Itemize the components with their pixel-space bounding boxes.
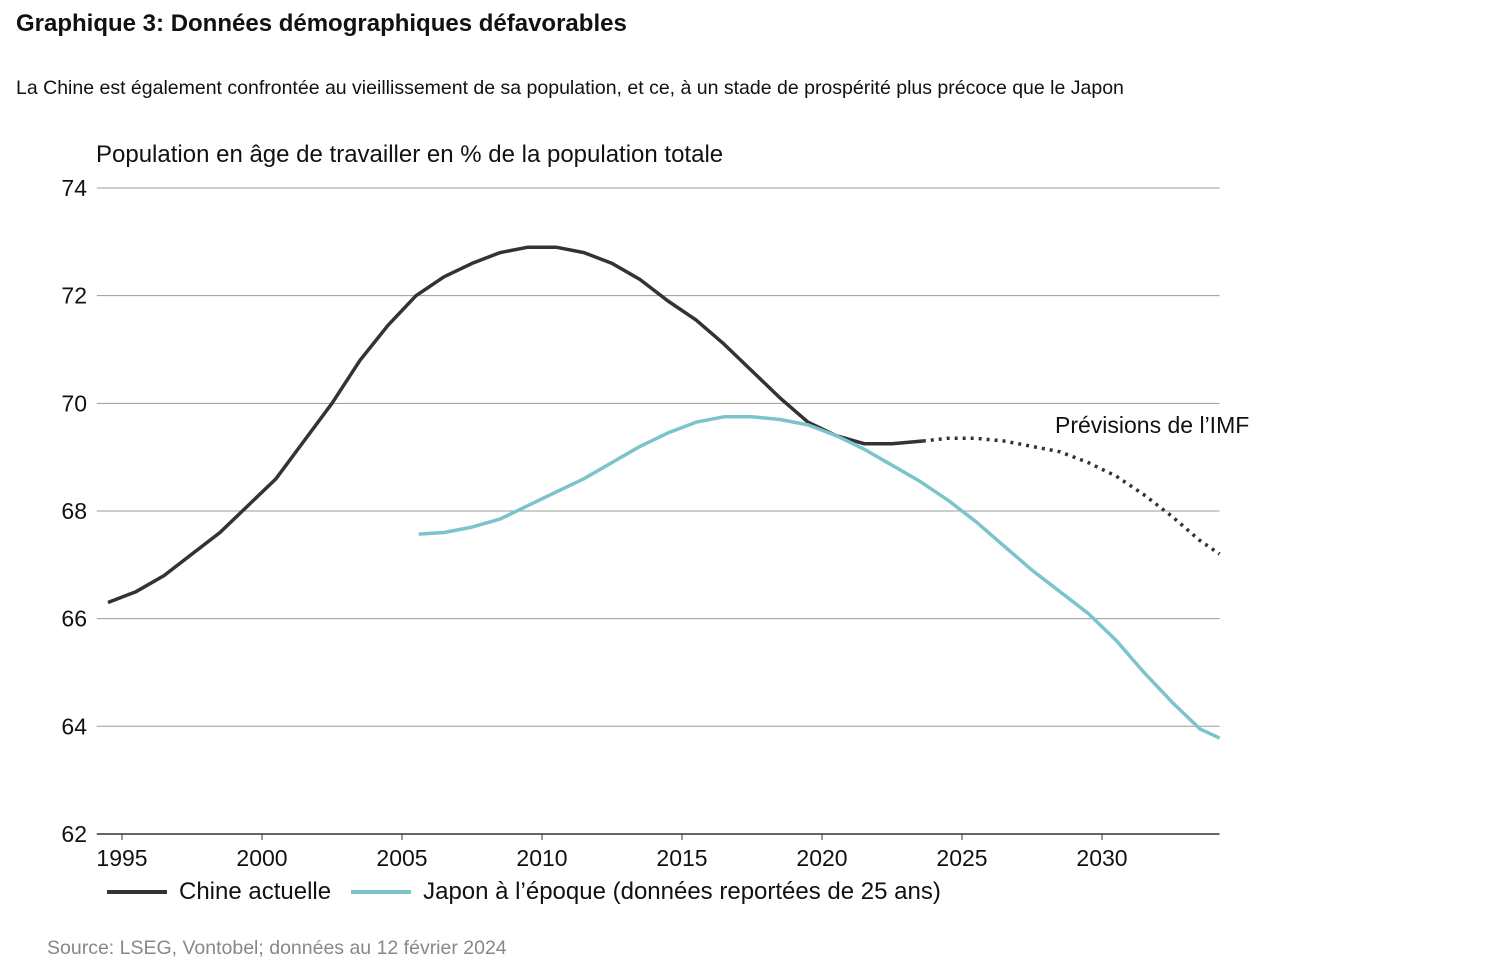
forecast-annotation: Prévisions de l’IMF: [1055, 412, 1249, 438]
x-tick-label: 2010: [516, 845, 567, 871]
y-tick-label: 66: [61, 606, 87, 632]
legend-item-japan: Japon à l’époque (données reportées de 2…: [351, 878, 941, 906]
x-tick-label: 2020: [796, 845, 847, 871]
y-tick-label: 74: [61, 175, 87, 201]
legend-label-japan: Japon à l’époque (données reportées de 2…: [423, 878, 941, 905]
y-tick-label: 70: [61, 390, 87, 416]
y-axis-label: Population en âge de travailler en % de …: [96, 141, 724, 168]
y-tick-label: 64: [61, 713, 87, 739]
chart-subtitle: La Chine est également confrontée au vie…: [16, 77, 1124, 99]
x-tick-label: 2005: [376, 845, 427, 871]
series-line-china-forecast: [922, 436, 1221, 556]
y-tick-label: 72: [61, 283, 87, 309]
series-line-japan: [418, 415, 1221, 740]
y-tick-label: 68: [61, 498, 87, 524]
series-line-china: [107, 245, 923, 605]
legend-item-china: Chine actuelle: [107, 878, 331, 906]
legend-swatch-china: [107, 890, 167, 894]
legend-label-china: Chine actuelle: [179, 878, 332, 905]
x-tick-label: 2025: [936, 845, 987, 871]
legend: Chine actuelle Japon à l’époque (données…: [107, 878, 961, 906]
legend-swatch-japan: [351, 890, 412, 894]
x-tick-label: 2015: [656, 845, 707, 871]
x-tick-label: 1995: [96, 845, 147, 871]
x-tick-label: 2030: [1076, 845, 1127, 871]
x-tick-label: 2000: [236, 845, 287, 871]
chart-title: Graphique 3: Données démographiques défa…: [16, 10, 627, 37]
y-tick-label: 62: [61, 821, 87, 847]
source-note: Source: LSEG, Vontobel; données au 12 fé…: [47, 937, 507, 959]
